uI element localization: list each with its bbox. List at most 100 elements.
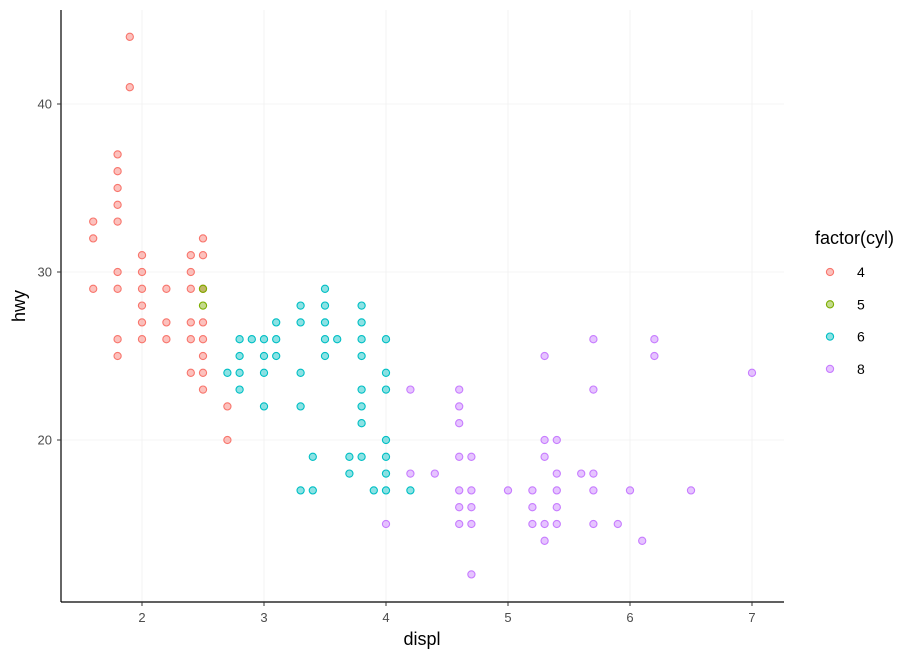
- data-point-cyl-6: [259, 368, 269, 377]
- x-tick-label: 4: [382, 610, 389, 625]
- data-point-cyl-4: [113, 335, 122, 344]
- legend-key-4: [825, 267, 835, 277]
- data-point-cyl-8: [638, 536, 647, 545]
- data-point-cyl-8: [455, 452, 464, 461]
- axis-ticks: 2 3 4 5 6 7 20 30 40: [38, 97, 756, 626]
- data-point-cyl-8: [455, 519, 464, 529]
- legend-label-5: 5: [857, 296, 865, 312]
- data-point-cyl-4: [198, 251, 208, 260]
- data-point-cyl-8: [552, 519, 561, 529]
- data-point-cyl-8: [650, 335, 659, 344]
- y-axis-title: hwy: [9, 290, 29, 322]
- data-point-cyl-8: [589, 519, 598, 529]
- data-point-cyl-4: [113, 183, 122, 193]
- data-point-cyl-6: [235, 385, 244, 394]
- data-point-cyl-6: [235, 335, 244, 344]
- data-point-cyl-8: [540, 452, 549, 461]
- data-point-cyl-4: [186, 335, 195, 344]
- data-point-cyl-8: [503, 486, 513, 495]
- data-point-cyl-4: [162, 318, 171, 327]
- data-point-cyl-6: [296, 368, 305, 377]
- data-point-cyl-4: [113, 150, 122, 159]
- data-point-cyl-4: [186, 318, 195, 327]
- data-point-cyl-6: [357, 402, 366, 411]
- legend-key-5: [825, 300, 835, 309]
- data-point-cyl-6: [296, 301, 305, 310]
- legend-key-6: [825, 332, 835, 341]
- data-point-cyl-8: [552, 469, 561, 478]
- data-point-cyl-4: [223, 435, 232, 445]
- data-point-cyl-8: [467, 503, 476, 512]
- data-point-cyl-6: [369, 486, 378, 495]
- legend: 4 5 6 8: [825, 264, 865, 377]
- data-point-cyl-6: [320, 284, 330, 293]
- data-point-cyl-4: [162, 335, 171, 344]
- data-point-cyl-8: [540, 536, 549, 545]
- data-point-cyl-6: [296, 402, 305, 411]
- data-point-cyl-8: [540, 519, 549, 529]
- data-point-cyl-6: [381, 469, 391, 478]
- data-point-cyl-8: [528, 503, 537, 512]
- data-point-cyl-4: [162, 284, 171, 293]
- legend-label-4: 4: [857, 264, 865, 280]
- data-point-cyl-4: [186, 267, 195, 277]
- data-point-cyl-6: [357, 301, 366, 310]
- data-point-cyl-6: [381, 335, 391, 344]
- data-point-cyl-8: [467, 519, 476, 529]
- data-point-cyl-4: [113, 200, 122, 209]
- data-point-cyl-8: [528, 486, 537, 495]
- data-point-cyl-6: [357, 335, 366, 344]
- data-point-cyl-6: [272, 318, 281, 327]
- data-point-cyl-8: [455, 503, 464, 512]
- data-point-cyl-8: [430, 469, 439, 478]
- data-point-cyl-4: [125, 83, 134, 92]
- data-point-cyl-8: [455, 419, 464, 428]
- data-point-cyl-4: [137, 301, 147, 310]
- x-axis-title: displ: [403, 629, 440, 649]
- data-point-cyl-8: [406, 469, 415, 478]
- data-point-cyl-4: [137, 318, 147, 327]
- data-point-cyl-8: [577, 469, 586, 478]
- data-point-cyl-6: [235, 351, 244, 361]
- data-point-cyl-8: [686, 486, 696, 495]
- legend-label-6: 6: [857, 329, 865, 345]
- data-point-cyl-8: [455, 486, 464, 495]
- data-point-cyl-6: [308, 452, 317, 461]
- data-point-cyl-4: [137, 251, 147, 260]
- data-point-cyl-6: [357, 385, 366, 394]
- data-point-cyl-4: [198, 351, 208, 361]
- data-point-cyl-6: [345, 452, 354, 461]
- data-point-cyl-6: [357, 318, 366, 327]
- gridlines: [61, 10, 784, 602]
- data-point-cyl-4: [113, 284, 122, 293]
- data-point-cyl-4: [89, 217, 98, 226]
- data-point-cyl-8: [589, 469, 598, 478]
- data-point-cyl-5: [198, 284, 208, 293]
- data-point-cyl-4: [198, 335, 208, 344]
- data-point-cyl-4: [89, 284, 98, 293]
- x-tick-label: 7: [748, 610, 755, 625]
- data-point-cyl-6: [381, 452, 391, 461]
- data-point-cyl-4: [137, 267, 147, 277]
- data-point-cyl-8: [589, 335, 598, 344]
- y-tick-label: 30: [38, 265, 52, 280]
- data-point-cyl-6: [247, 335, 256, 344]
- data-point-cyl-8: [467, 452, 476, 461]
- data-point-cyl-6: [259, 335, 269, 344]
- data-point-cyl-5: [198, 301, 208, 310]
- data-point-cyl-6: [259, 402, 269, 411]
- data-point-cyl-6: [320, 351, 330, 361]
- data-point-cyl-4: [186, 284, 195, 293]
- data-point-cyl-8: [552, 503, 561, 512]
- data-point-cyl-8: [528, 519, 537, 529]
- x-tick-label: 5: [504, 610, 511, 625]
- data-point-cyl-6: [223, 368, 232, 377]
- data-point-cyl-8: [552, 435, 561, 445]
- data-point-cyl-6: [308, 486, 317, 495]
- legend-key-8: [825, 364, 835, 374]
- data-point-cyl-4: [113, 351, 122, 361]
- legend-title: factor(cyl): [815, 228, 894, 248]
- data-point-cyl-6: [272, 351, 281, 361]
- data-point-cyl-4: [137, 284, 147, 293]
